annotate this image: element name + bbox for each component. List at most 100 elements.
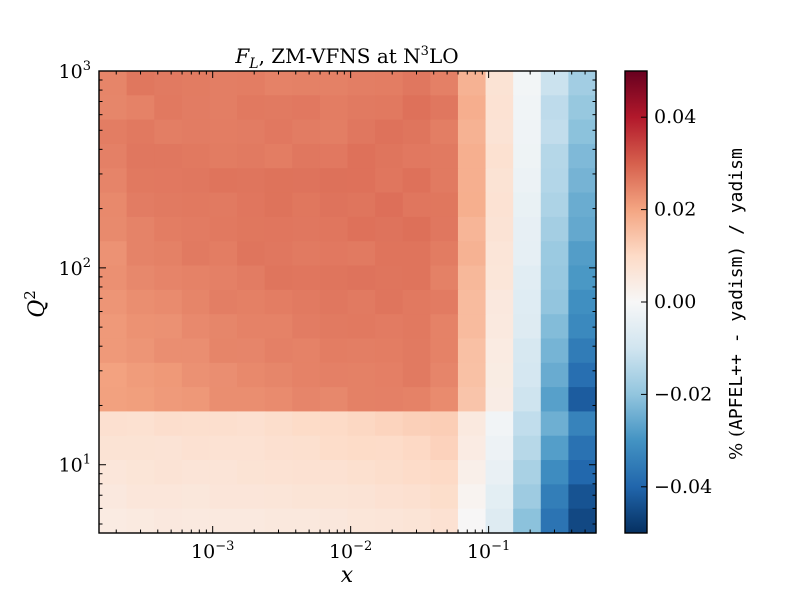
heatmap-cell (457, 460, 487, 485)
heatmap-cell (513, 168, 542, 194)
heatmap-cell (154, 387, 183, 413)
heatmap-cell (347, 265, 376, 291)
heatmap-cell (568, 143, 597, 169)
heatmap-cell (485, 508, 514, 534)
heatmap-cell (485, 411, 514, 437)
heatmap-cell (485, 435, 514, 461)
colorbar-label: % (APFEL++ - yadism) / yadism (726, 148, 747, 460)
heatmap-cell (319, 411, 349, 437)
heatmap-cell (540, 143, 569, 169)
heatmap-cell (485, 484, 514, 510)
heatmap-cell (347, 168, 376, 194)
heatmap-cell (99, 435, 128, 461)
heatmap-cell (154, 338, 183, 364)
heatmap-cell (99, 95, 128, 121)
heatmap-cell (319, 216, 349, 242)
heatmap-cell (457, 338, 487, 364)
heatmap-cell (126, 387, 155, 413)
heatmap-cell (319, 289, 349, 315)
heatmap-cell (485, 362, 514, 388)
heatmap-cell (126, 411, 155, 437)
heatmap-cell (237, 216, 266, 242)
heatmap-cell (457, 241, 487, 267)
heatmap-cell (264, 265, 293, 291)
heatmap-cell (513, 265, 542, 291)
heatmap-cell (375, 460, 404, 485)
heatmap-cell (347, 460, 376, 485)
heatmap-cell (292, 95, 321, 121)
heatmap-cell (485, 460, 514, 485)
heatmap-cell (540, 95, 569, 121)
heatmap-cell (457, 95, 487, 121)
x-tick-label: 10−2 (329, 539, 372, 563)
heatmap-cell (513, 95, 542, 121)
heatmap-cell (292, 411, 321, 437)
heatmap-cell (237, 362, 266, 388)
heatmap-cell (402, 411, 431, 437)
heatmap-cell (209, 435, 238, 461)
heatmap-cell (402, 362, 431, 388)
heatmap-cell (292, 362, 321, 388)
heatmap-cell (126, 435, 155, 461)
heatmap-cell (347, 435, 376, 461)
heatmap-cell (402, 387, 431, 413)
heatmap-cell (209, 265, 238, 291)
heatmap-cell (430, 362, 459, 388)
heatmap-cell (485, 192, 514, 218)
heatmap-cell (237, 387, 266, 413)
heatmap-cell (513, 119, 542, 145)
heatmap-cell (154, 460, 183, 485)
heatmap-cell (126, 508, 155, 534)
heatmap-cell (375, 265, 404, 291)
heatmap-cell (181, 143, 211, 169)
heatmap-cell (457, 289, 487, 315)
heatmap-cell (154, 241, 183, 267)
heatmap-cell (430, 289, 459, 315)
heatmap-cell (99, 71, 128, 96)
heatmap-cell (237, 338, 266, 364)
heatmap-cell (347, 411, 376, 437)
heatmap-cell (264, 119, 293, 145)
heatmap-cell (237, 71, 266, 96)
heatmap-cell (154, 484, 183, 510)
heatmap-cell (513, 192, 542, 218)
heatmap-cell (319, 460, 349, 485)
heatmap-cell (264, 71, 293, 96)
heatmap-cell (126, 289, 155, 315)
heatmap-cell (126, 362, 155, 388)
heatmap-cell (347, 216, 376, 242)
heatmap-cell (457, 362, 487, 388)
heatmap-cell (99, 143, 128, 169)
heatmap-cell (430, 216, 459, 242)
heatmap-cell (209, 168, 238, 194)
colorbar-tick-label: 0.04 (654, 106, 696, 128)
heatmap-cell (209, 71, 238, 96)
heatmap-cell (319, 143, 349, 169)
heatmap-cell (319, 387, 349, 413)
heatmap-cell (375, 411, 404, 437)
heatmap-cell (402, 71, 431, 96)
heatmap-cell (154, 314, 183, 340)
heatmap-cell (154, 289, 183, 315)
heatmap-cell (237, 168, 266, 194)
heatmap-cell (568, 289, 597, 315)
heatmap-cell (237, 314, 266, 340)
heatmap-cell (513, 484, 542, 510)
heatmap-cell (375, 71, 404, 96)
heatmap-cell (430, 338, 459, 364)
heatmap-cell (319, 71, 349, 96)
heatmap-cell (457, 314, 487, 340)
heatmap-cell (264, 192, 293, 218)
heatmap-cell (485, 143, 514, 169)
heatmap-cell (209, 484, 238, 510)
heatmap-cell (485, 168, 514, 194)
y-tick-label: 102 (59, 256, 91, 280)
x-tick-label: 10−3 (191, 539, 234, 563)
heatmap-cell (319, 314, 349, 340)
heatmap-cell (402, 508, 431, 534)
heatmap-cell (154, 168, 183, 194)
heatmap-cell (347, 71, 376, 96)
y-tick-label: 101 (59, 453, 91, 477)
heatmap-cell (264, 387, 293, 413)
